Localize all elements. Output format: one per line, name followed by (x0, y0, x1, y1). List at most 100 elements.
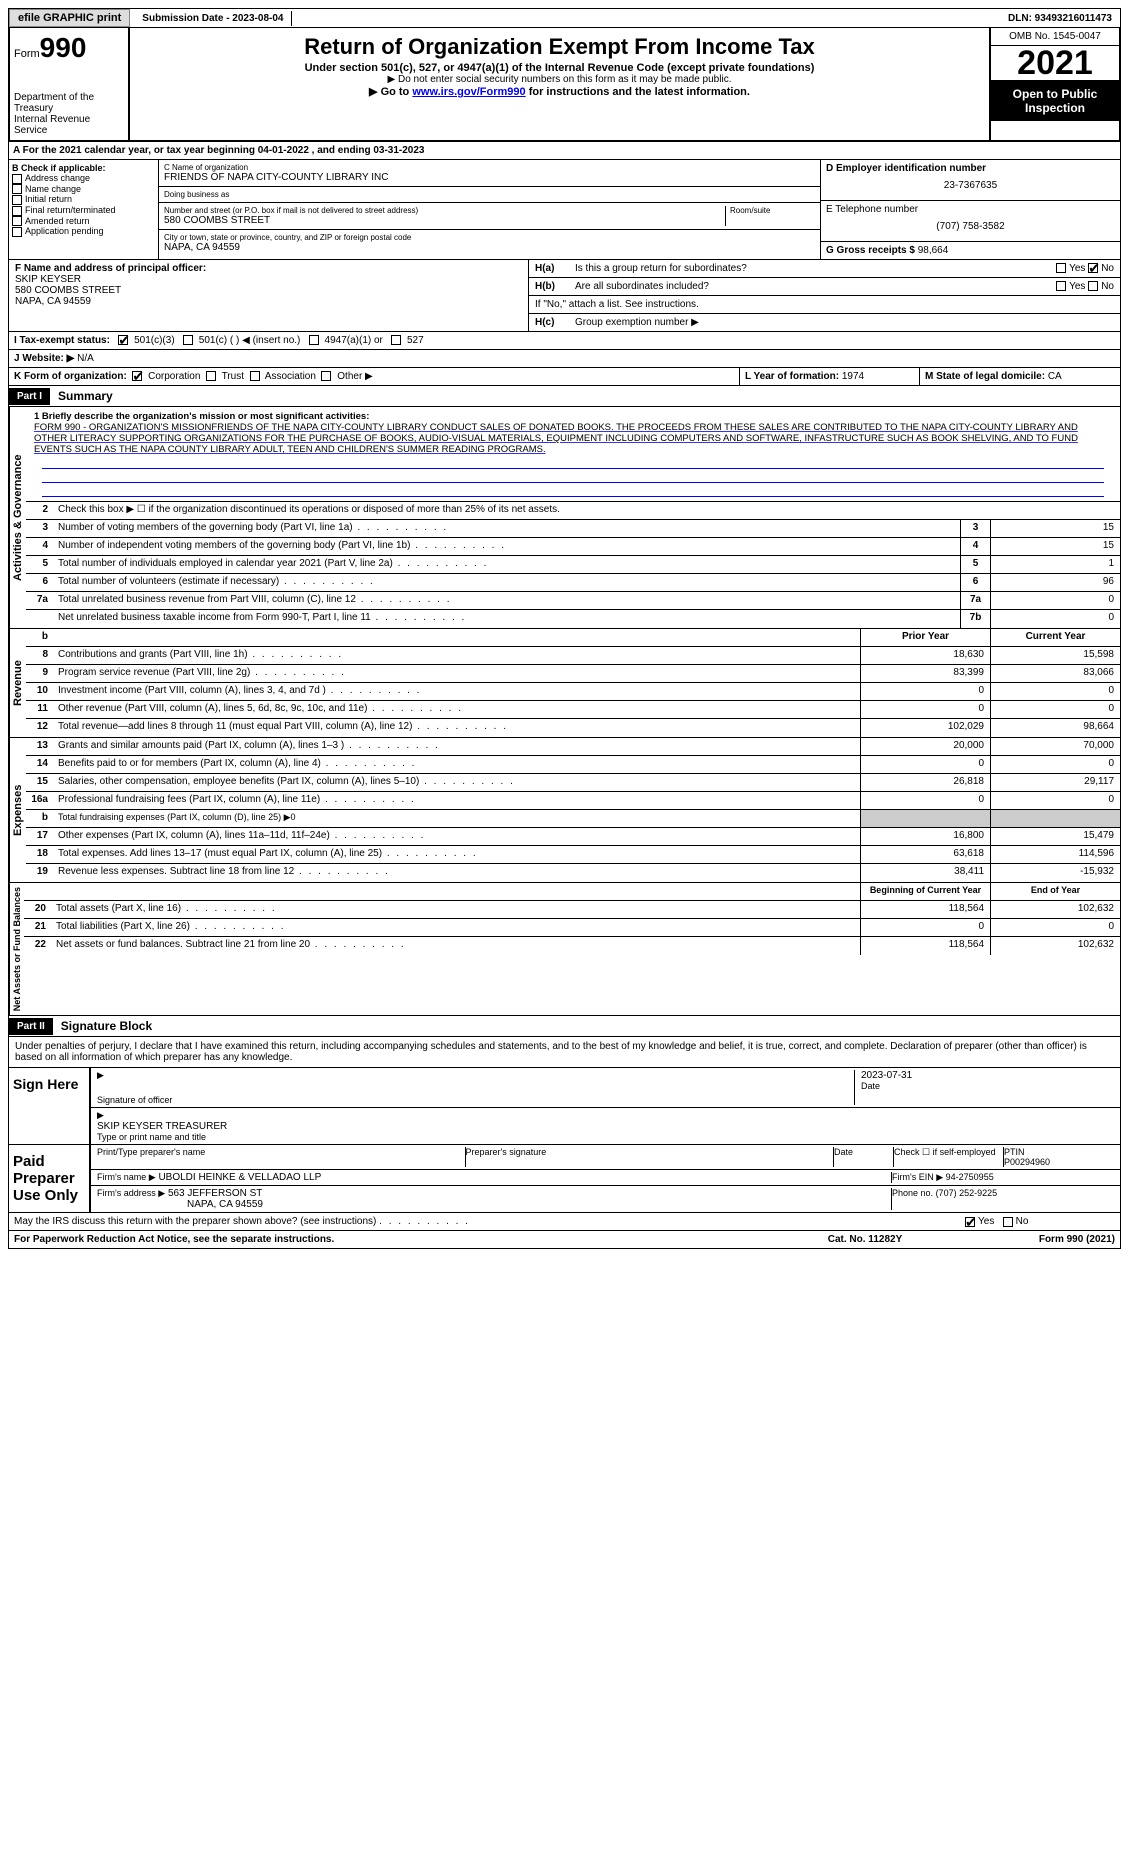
officer-label: F Name and address of principal officer: (15, 263, 522, 274)
line-5: 5 Total number of individuals employed i… (26, 556, 1120, 574)
year-formation: 1974 (842, 371, 864, 382)
vert-revenue: Revenue (9, 629, 26, 737)
topbar: efile GRAPHIC print Submission Date - 20… (8, 8, 1121, 28)
sign-here-block: Sign Here Signature of officer 2023-07-3… (8, 1068, 1121, 1145)
bal-line-20: 20 Total assets (Part X, line 16) 118,56… (24, 901, 1120, 919)
line-4: 4 Number of independent voting members o… (26, 538, 1120, 556)
sig-date: 2023-07-31 (861, 1070, 1114, 1081)
mission-label: 1 Briefly describe the organization's mi… (34, 411, 1112, 422)
opt-other[interactable]: Other ▶ (337, 371, 372, 382)
bal-line-22: 22 Net assets or fund balances. Subtract… (24, 937, 1120, 955)
submission-date: Submission Date - 2023-08-04 (134, 11, 292, 26)
hb-yes[interactable]: Yes (1069, 281, 1085, 292)
line-2: 2 Check this box ▶ ☐ if the organization… (26, 502, 1120, 520)
hb-no[interactable]: No (1101, 281, 1114, 292)
part2-title: Signature Block (53, 1016, 160, 1036)
h-c: H(c) Group exemption number ▶ (529, 314, 1120, 331)
ptin-value: P00294960 (1004, 1157, 1114, 1167)
sign-here-label: Sign Here (9, 1068, 89, 1144)
form-number: 990 (40, 32, 87, 63)
website-value: N/A (77, 353, 94, 364)
officer-name-title: SKIP KEYSER TREASURER (97, 1121, 1114, 1132)
opt-501c3[interactable]: 501(c)(3) (134, 335, 175, 346)
col-b-hdr: b (26, 629, 54, 646)
ha-no[interactable]: No (1101, 263, 1114, 274)
subtitle-3: ▶ Go to www.irs.gov/Form990 for instruct… (134, 85, 985, 98)
vert-expenses: Expenses (9, 738, 26, 882)
col-b: B Check if applicable: Address change Na… (9, 160, 159, 259)
rev-line-8: 8 Contributions and grants (Part VIII, l… (26, 647, 1120, 665)
mission-text: FORM 990 - ORGANIZATION'S MISSIONFRIENDS… (34, 422, 1112, 455)
dln: DLN: 93493216011473 (1000, 11, 1120, 26)
hc-label: H(c) (535, 317, 575, 328)
opt-527[interactable]: 527 (407, 335, 424, 346)
exp-line-18: 18 Total expenses. Add lines 13–17 (must… (26, 846, 1120, 864)
discuss-yes[interactable]: Yes (978, 1216, 994, 1227)
footer-right: Form 990 (2021) (965, 1234, 1115, 1245)
chk-name[interactable]: Name change (12, 184, 155, 195)
addr-label: Number and street (or P.O. box if mail i… (164, 206, 725, 215)
form-title: Return of Organization Exempt From Incom… (134, 34, 985, 60)
declaration: Under penalties of perjury, I declare th… (8, 1037, 1121, 1068)
firm-city: NAPA, CA 94559 (97, 1199, 891, 1210)
exp-line-16a: 16a Professional fundraising fees (Part … (26, 792, 1120, 810)
ha-label: H(a) (535, 263, 575, 274)
exp-line-13: 13 Grants and similar amounts paid (Part… (26, 738, 1120, 756)
exp-line-b: b Total fundraising expenses (Part IX, c… (26, 810, 1120, 828)
declaration-text: Under penalties of perjury, I declare th… (9, 1037, 1120, 1067)
ha-text: Is this a group return for subordinates? (575, 263, 747, 274)
chk-address[interactable]: Address change (12, 173, 155, 184)
website-label: J Website: ▶ (14, 353, 74, 364)
opt-4947[interactable]: 4947(a)(1) or (325, 335, 383, 346)
discuss-text: May the IRS discuss this return with the… (14, 1216, 376, 1227)
firm-name: UBOLDI HEINKE & VELLADAO LLP (158, 1172, 321, 1183)
prep-sig-label: Preparer's signature (466, 1147, 835, 1167)
vert-activities: Activities & Governance (9, 407, 26, 628)
discuss-no[interactable]: No (1016, 1216, 1029, 1227)
discuss-row: May the IRS discuss this return with the… (8, 1213, 1121, 1231)
irs-link[interactable]: www.irs.gov/Form990 (412, 86, 525, 98)
chk-amended[interactable]: Amended return (12, 216, 155, 227)
rev-line-10: 10 Investment income (Part VIII, column … (26, 683, 1120, 701)
ein-value: 23-7367635 (826, 174, 1115, 197)
part2-badge: Part II (9, 1018, 53, 1035)
part1-title: Summary (50, 386, 121, 406)
ha-yes[interactable]: Yes (1069, 263, 1085, 274)
paid-preparer-label: Paid Preparer Use Only (9, 1145, 89, 1212)
form-word: Form (14, 48, 40, 60)
chk-pending[interactable]: Application pending (12, 226, 155, 237)
footer: For Paperwork Reduction Act Notice, see … (8, 1231, 1121, 1249)
officer-addr2: NAPA, CA 94559 (15, 296, 522, 307)
exp-line-14: 14 Benefits paid to or for members (Part… (26, 756, 1120, 774)
subtitle-1: Under section 501(c), 527, or 4947(a)(1)… (134, 62, 985, 74)
opt-501c[interactable]: 501(c) ( ) ◀ (insert no.) (199, 335, 301, 346)
firm-ein-label: Firm's EIN ▶ (892, 1172, 943, 1182)
firm-addr: 563 JEFFERSON ST (168, 1188, 262, 1199)
ptin-label: PTIN (1004, 1147, 1114, 1157)
exp-line-17: 17 Other expenses (Part IX, column (A), … (26, 828, 1120, 846)
line-7b: Net unrelated business taxable income fr… (26, 610, 1120, 628)
org-name-label: C Name of organization (164, 163, 815, 172)
row-klm: K Form of organization: Corporation Trus… (8, 368, 1121, 386)
opt-assoc[interactable]: Association (265, 371, 316, 382)
info-grid: B Check if applicable: Address change Na… (8, 160, 1121, 260)
form-label: Form990 (14, 32, 124, 64)
part1-badge: Part I (9, 388, 50, 405)
chk-initial[interactable]: Initial return (12, 194, 155, 205)
prior-year-hdr: Prior Year (860, 629, 990, 646)
opt-trust[interactable]: Trust (222, 371, 244, 382)
chk-final[interactable]: Final return/terminated (12, 205, 155, 216)
prep-date-label: Date (834, 1147, 894, 1167)
vert-balances: Net Assets or Fund Balances (9, 883, 24, 1015)
opt-corp[interactable]: Corporation (148, 371, 200, 382)
city-label: City or town, state or province, country… (164, 233, 815, 242)
firm-name-label: Firm's name ▶ (97, 1172, 156, 1182)
line-3: 3 Number of voting members of the govern… (26, 520, 1120, 538)
rev-line-12: 12 Total revenue—add lines 8 through 11 … (26, 719, 1120, 737)
efile-print-button[interactable]: efile GRAPHIC print (9, 9, 130, 27)
part1-header: Part I Summary (8, 386, 1121, 407)
end-year-hdr: End of Year (990, 883, 1120, 900)
line-6: 6 Total number of volunteers (estimate i… (26, 574, 1120, 592)
balances-section: Net Assets or Fund Balances Beginning of… (8, 883, 1121, 1016)
year-formation-label: L Year of formation: (745, 371, 839, 382)
